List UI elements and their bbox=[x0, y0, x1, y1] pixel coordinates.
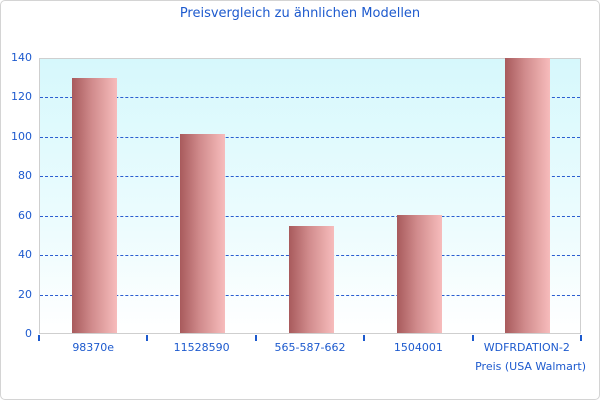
x-axis-tick bbox=[471, 335, 474, 341]
bar-1504001 bbox=[396, 214, 442, 333]
x-axis-label-565-587-662: 565-587-662 bbox=[274, 341, 346, 354]
x-axis-title: Preis (USA Walmart) bbox=[475, 360, 586, 373]
plot-area bbox=[39, 58, 581, 334]
y-axis-labels: 0 20 40 60 80 100 120 140 bbox=[1, 51, 32, 340]
x-axis-label-WDFRDATION-2: WDFRDATION-2 bbox=[483, 341, 570, 354]
x-axis-tick bbox=[580, 335, 582, 341]
y-axis-label-0: 0 bbox=[25, 327, 32, 340]
gridline-60 bbox=[40, 215, 580, 217]
x-axis-tick bbox=[363, 335, 366, 341]
y-axis-label-20: 20 bbox=[18, 287, 32, 301]
x-axis-labels: 98370e 11528590 565-587-662 1504001 WDFRDATI… bbox=[39, 341, 581, 355]
gridline-80 bbox=[40, 176, 580, 178]
x-axis-label-98370e: 98370e bbox=[72, 341, 115, 354]
bar-98370e bbox=[71, 77, 117, 333]
x-axis-tick bbox=[146, 335, 149, 341]
y-axis-label-100: 100 bbox=[11, 129, 32, 143]
x-axis-tick bbox=[254, 335, 257, 341]
y-axis-label-40: 40 bbox=[18, 248, 32, 262]
bar-WDFRDATION-2 bbox=[505, 58, 551, 333]
x-axis-label-11528590: 11528590 bbox=[173, 341, 230, 354]
gridline-120 bbox=[40, 97, 580, 99]
y-axis-label-60: 60 bbox=[18, 208, 32, 222]
chart-title: Preisvergleich zu ähnlichen Modellen bbox=[179, 6, 421, 21]
x-axis-ticks bbox=[38, 335, 582, 342]
bar-565-587-662 bbox=[288, 225, 334, 333]
x-axis-tick bbox=[38, 335, 40, 341]
y-axis-label-80: 80 bbox=[18, 169, 32, 183]
gridline-100 bbox=[40, 136, 580, 138]
x-axis-label-1504001: 1504001 bbox=[393, 341, 443, 354]
y-axis-label-120: 120 bbox=[11, 90, 32, 104]
bar-11528590 bbox=[180, 133, 226, 333]
y-axis-label-140: 140 bbox=[11, 51, 32, 64]
